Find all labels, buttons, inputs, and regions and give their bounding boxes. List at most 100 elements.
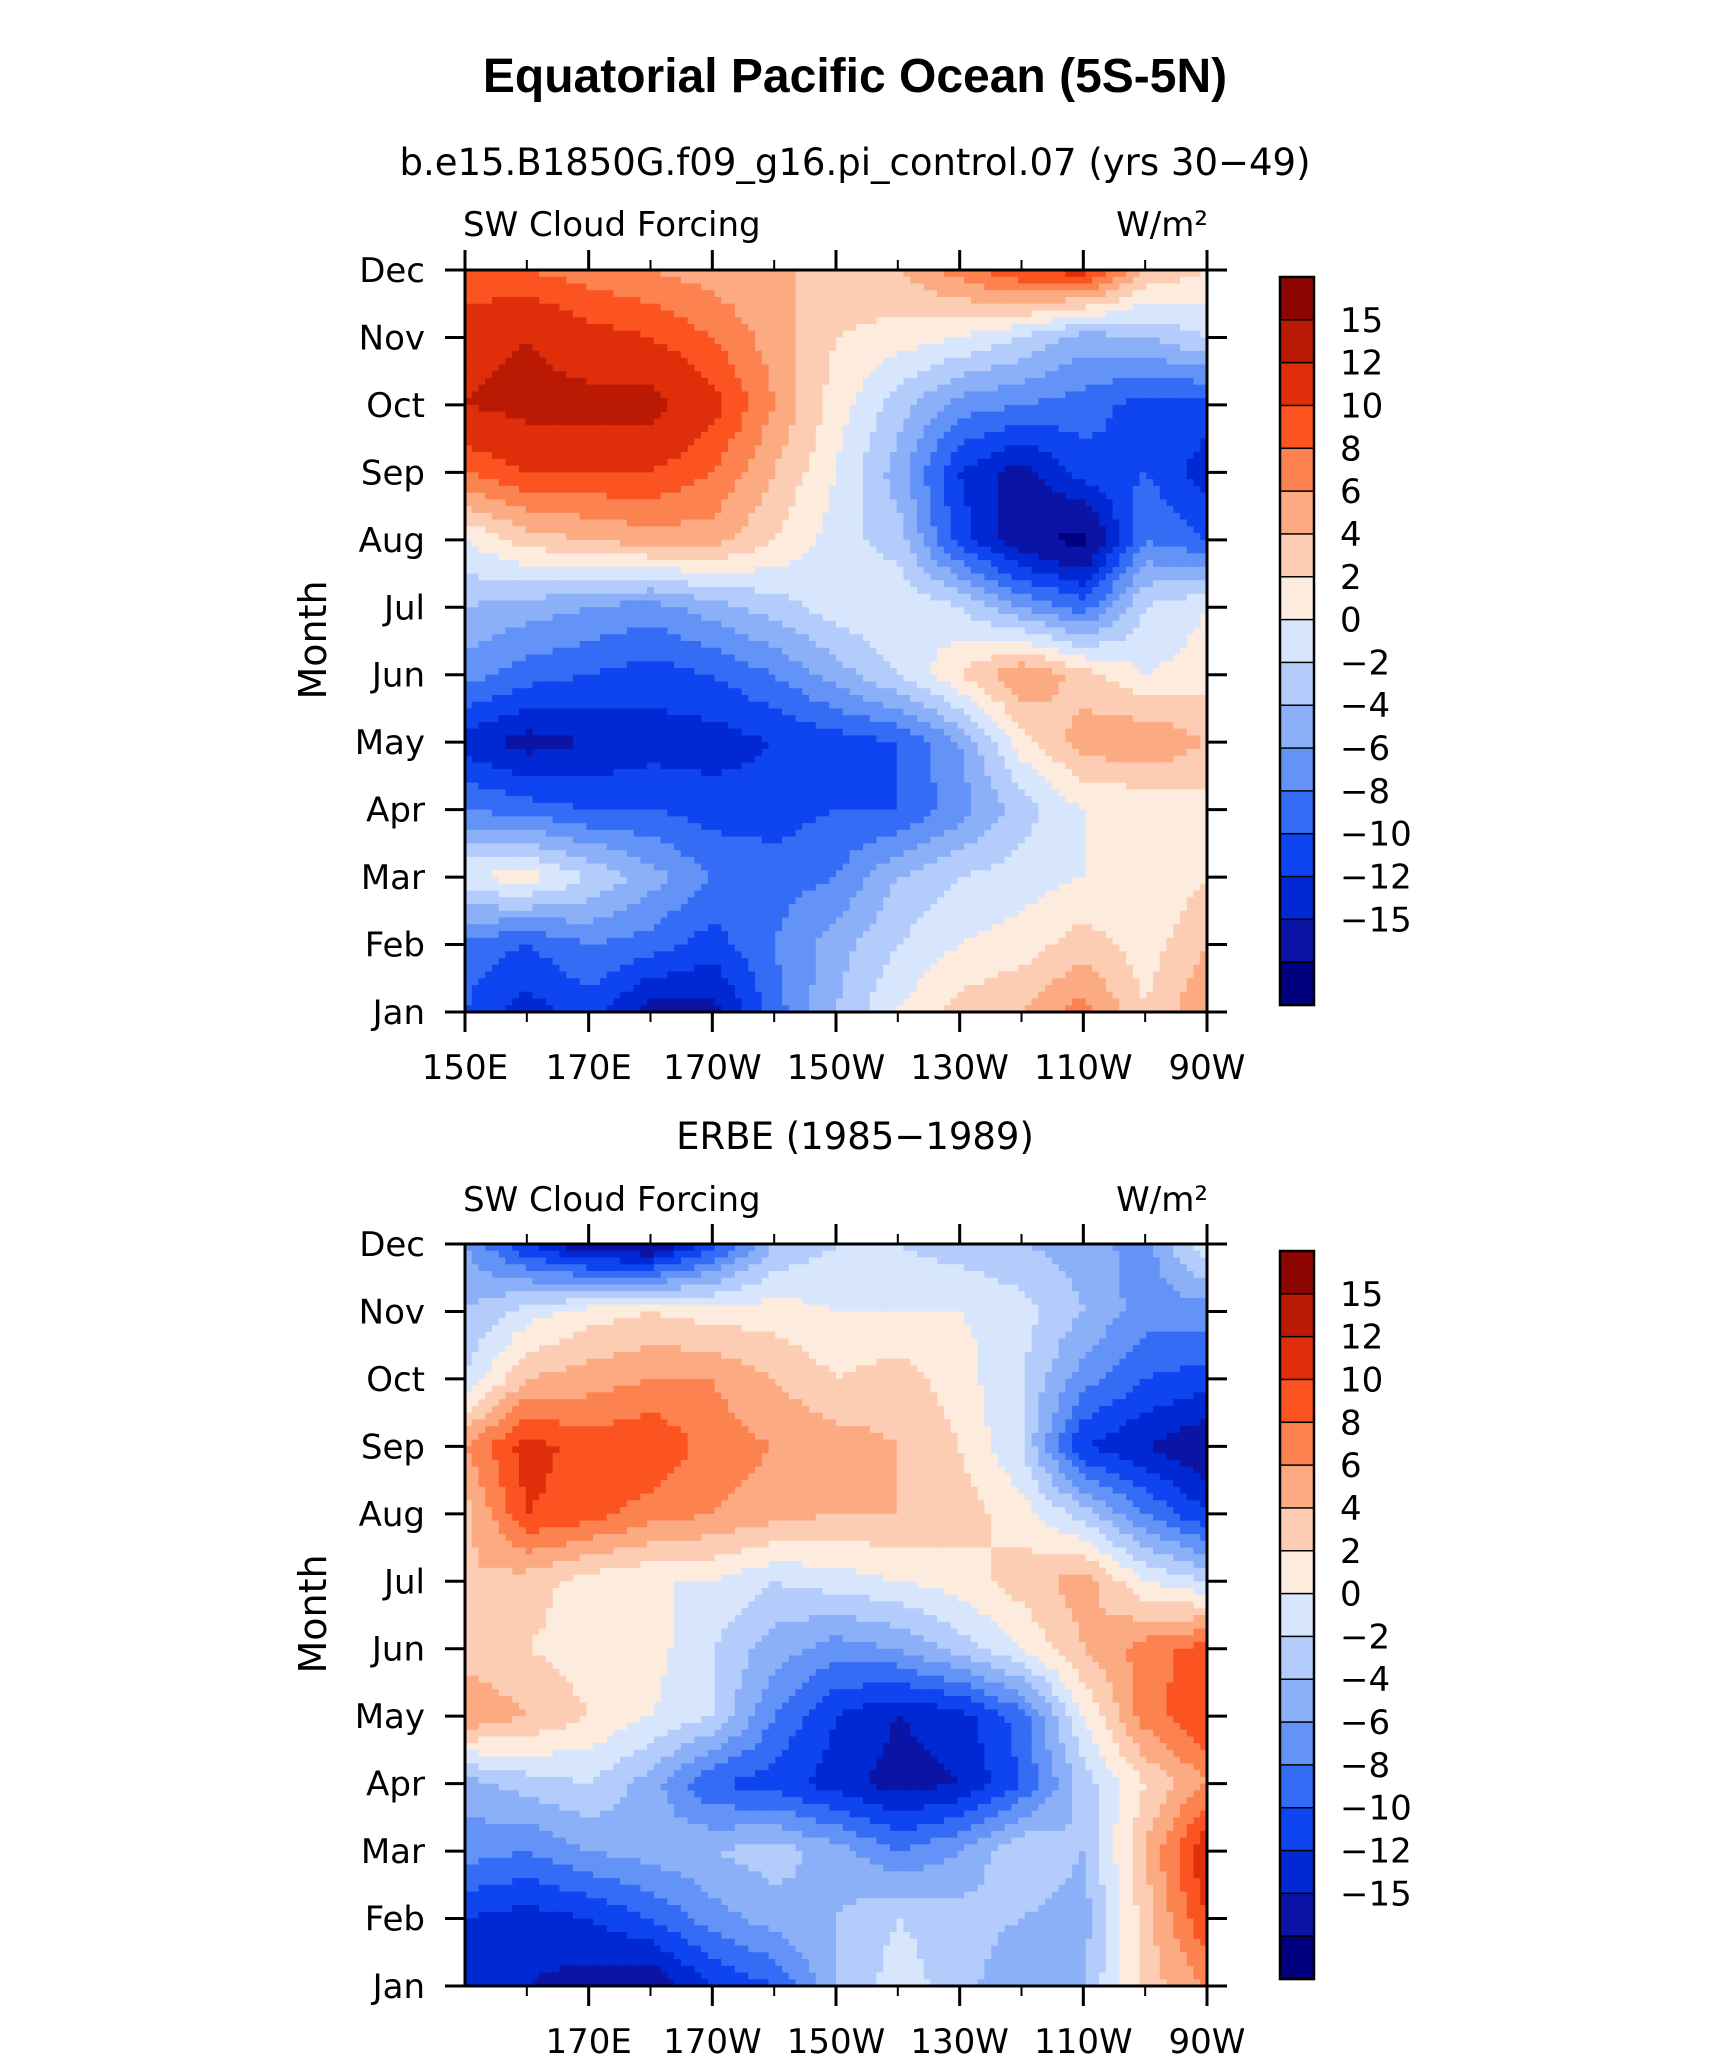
- heatmap-cell: [1167, 385, 1174, 392]
- heatmap-cell: [627, 297, 634, 304]
- heatmap-cell: [816, 378, 823, 385]
- heatmap-cell: [964, 466, 971, 473]
- heatmap-cell: [1194, 344, 1201, 351]
- heatmap-cell: [1160, 425, 1167, 432]
- heatmap-cell: [512, 324, 519, 331]
- heatmap-cell: [661, 351, 668, 358]
- heatmap-cell: [1146, 472, 1153, 479]
- heatmap-cell: [991, 358, 998, 365]
- heatmap-cell: [553, 378, 560, 385]
- heatmap-cell: [984, 520, 991, 527]
- heatmap-cell: [998, 358, 1005, 365]
- heatmap-cell: [701, 479, 708, 486]
- heatmap-cell: [1045, 331, 1052, 338]
- heatmap-cell: [532, 378, 539, 385]
- heatmap-cell: [1052, 486, 1059, 493]
- heatmap-cell: [957, 371, 964, 378]
- heatmap-cell: [694, 418, 701, 425]
- heatmap-cell: [715, 472, 722, 479]
- heatmap-cell: [688, 445, 695, 452]
- heatmap-cell: [512, 344, 519, 351]
- heatmap-cell: [957, 398, 964, 405]
- heatmap-cell: [836, 439, 843, 446]
- heatmap-cell: [951, 412, 958, 419]
- heatmap-cell: [485, 459, 492, 466]
- heatmap-cell: [856, 479, 863, 486]
- heatmap-cell: [769, 344, 776, 351]
- heatmap-cell: [910, 351, 917, 358]
- heatmap-cell: [957, 479, 964, 486]
- heatmap-cell: [1086, 344, 1093, 351]
- heatmap-cell: [586, 479, 593, 486]
- heatmap-cell: [634, 304, 641, 311]
- heatmap-cell: [1106, 405, 1113, 412]
- heatmap-cell: [924, 472, 931, 479]
- heatmap-cell: [1160, 466, 1167, 473]
- heatmap-cell: [957, 486, 964, 493]
- heatmap-cell: [1194, 459, 1201, 466]
- heatmap-cell: [1032, 486, 1039, 493]
- heatmap-cell: [924, 466, 931, 473]
- heatmap-cell: [1086, 317, 1093, 324]
- heatmap-cell: [526, 499, 533, 506]
- heatmap-cell: [1146, 364, 1153, 371]
- heatmap-cell: [883, 351, 890, 358]
- heatmap-cell: [1092, 466, 1099, 473]
- heatmap-cell: [1079, 439, 1086, 446]
- heatmap-cell: [620, 344, 627, 351]
- heatmap-cell: [971, 398, 978, 405]
- heatmap-cell: [647, 472, 654, 479]
- heatmap-cell: [1065, 283, 1072, 290]
- heatmap-cell: [647, 304, 654, 311]
- heatmap-cell: [620, 459, 627, 466]
- heatmap-cell: [991, 378, 998, 385]
- heatmap-cell: [505, 337, 512, 344]
- heatmap-cell: [492, 499, 499, 506]
- heatmap-cell: [1173, 425, 1180, 432]
- heatmap-cell: [708, 472, 715, 479]
- heatmap-cell: [607, 418, 614, 425]
- heatmap-cell: [829, 310, 836, 317]
- heatmap-cell: [775, 378, 782, 385]
- heatmap-cell: [499, 418, 506, 425]
- heatmap-cell: [546, 331, 553, 338]
- heatmap-cell: [688, 425, 695, 432]
- heatmap-cell: [478, 331, 485, 338]
- heatmap-cell: [991, 526, 998, 533]
- heatmap-cell: [546, 486, 553, 493]
- heatmap-cell: [1052, 506, 1059, 513]
- heatmap-cell: [903, 358, 910, 365]
- heatmap-cell: [485, 378, 492, 385]
- heatmap-cell: [1126, 412, 1133, 419]
- heatmap-cell: [607, 351, 614, 358]
- heatmap-cell: [796, 439, 803, 446]
- heatmap-cell: [1005, 391, 1012, 398]
- heatmap-cell: [762, 337, 769, 344]
- heatmap-cell: [917, 310, 924, 317]
- heatmap-cell: [782, 364, 789, 371]
- heatmap-cell: [1153, 425, 1160, 432]
- heatmap-cell: [499, 466, 506, 473]
- heatmap-cell: [917, 506, 924, 513]
- heatmap-cell: [634, 499, 641, 506]
- heatmap-cell: [964, 425, 971, 432]
- heatmap-cell: [701, 331, 708, 338]
- heatmap-cell: [1194, 378, 1201, 385]
- heatmap-cell: [1065, 425, 1072, 432]
- heatmap-cell: [485, 493, 492, 500]
- heatmap-cell: [782, 398, 789, 405]
- heatmap-cell: [1025, 385, 1032, 392]
- heatmap-cell: [485, 472, 492, 479]
- heatmap-cell: [553, 506, 560, 513]
- heatmap-cell: [1194, 425, 1201, 432]
- heatmap-cell: [1072, 466, 1079, 473]
- heatmap-cell: [505, 486, 512, 493]
- heatmap-cell: [836, 337, 843, 344]
- heatmap-cell: [526, 466, 533, 473]
- heatmap-cell: [472, 364, 479, 371]
- heatmap-cell: [1140, 371, 1147, 378]
- heatmap-cell: [505, 317, 512, 324]
- heatmap-cell: [728, 364, 735, 371]
- heatmap-cell: [715, 378, 722, 385]
- heatmap-cell: [1126, 371, 1133, 378]
